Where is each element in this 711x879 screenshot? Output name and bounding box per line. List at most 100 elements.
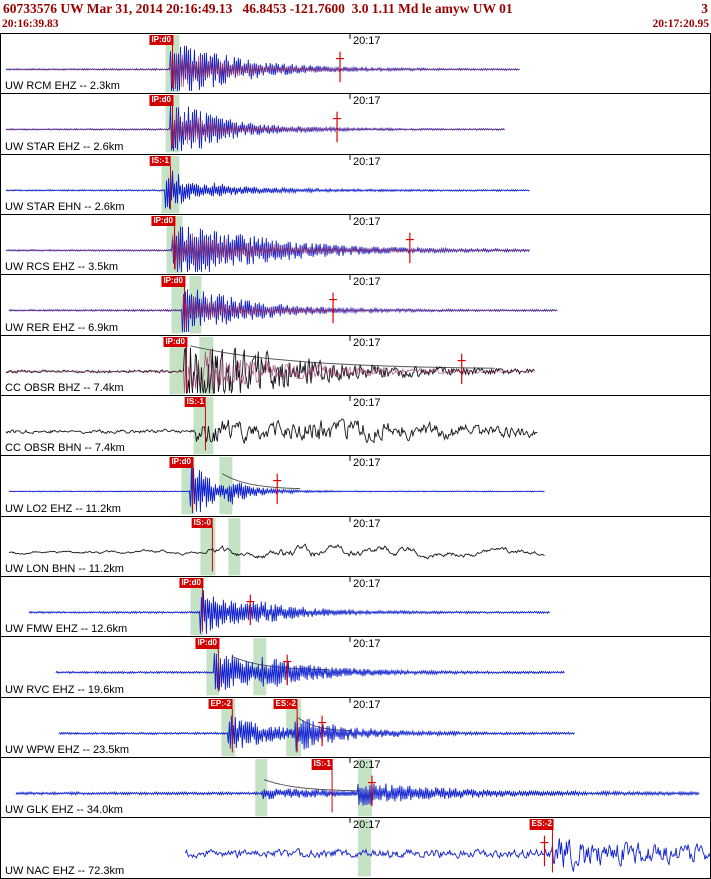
trace-panel-uw-rcs-ehz: 20:17 IP:d0 UW RCS EHZ -- 3.5km (0, 215, 711, 276)
pick-uncertainty-band (206, 638, 220, 696)
waveform-canvas[interactable] (1, 335, 710, 395)
waveform-canvas[interactable] (1, 34, 710, 93)
waveform-overlay-path (5, 49, 520, 89)
coda-decay-curve (297, 717, 353, 732)
time-tick-label: 20:17 (353, 698, 381, 711)
event-title-row: 60733576 UW Mar 31, 2014 20:16:49.13 46.… (3, 1, 708, 17)
waveform-path (5, 170, 530, 209)
time-tick-label: 20:17 (353, 517, 381, 530)
pick-uncertainty-band (253, 638, 267, 696)
waveform-canvas[interactable] (1, 396, 710, 455)
time-tick-label: 20:17 (353, 638, 381, 651)
event-title-trailing: 3 (701, 1, 708, 16)
pick-flag[interactable]: IP:d0 (169, 457, 193, 468)
station-label: UW RCM EHZ -- 2.3km (5, 80, 120, 93)
pick-flag[interactable]: EP:-2 (208, 698, 233, 710)
trace-panel-uw-rer-ehz: 20:17 IP:d0 UW RER EHZ -- 6.9km (0, 275, 711, 336)
time-tick-label: 20:17 (353, 759, 381, 772)
coda-decay-curve (264, 779, 360, 792)
time-tick-label: 20:17 (353, 276, 381, 289)
pick-flag[interactable]: IP:d0 (151, 216, 175, 227)
pick-uncertainty-band (169, 336, 186, 395)
waveform-overlay-path (5, 110, 505, 148)
pick-flag[interactable]: IP:d0 (161, 276, 185, 287)
pick-uncertainty-band (357, 819, 371, 877)
pick-flag[interactable]: ES:-2 (529, 819, 554, 830)
station-label: UW STAR EHN -- 2.6km (5, 201, 125, 214)
trace-panel-cc-obsr-bhn: 20:17 IS:-1 CC OBSR BHN -- 7.4km (0, 396, 711, 457)
station-label: UW FMW EHZ -- 12.6km (5, 623, 128, 636)
event-title: 60733576 UW Mar 31, 2014 20:16:49.13 46.… (3, 1, 513, 16)
waveform-path (55, 653, 565, 691)
pick-flag[interactable]: IP:d0 (149, 95, 173, 106)
waveform-canvas[interactable] (1, 94, 710, 153)
pick-flag[interactable]: IS:-1 (149, 155, 171, 167)
pick-flag[interactable]: IP:d0 (163, 336, 187, 348)
waveform-path (185, 838, 710, 873)
time-tick-label: 20:17 (353, 457, 381, 470)
trace-panel-cc-obsr-bhz: 20:17 IP:d0 CC OBSR BHZ -- 7.4km (0, 335, 711, 397)
trace-panel-uw-lo2-ehz: 20:17 IP:d0 UW LO2 EHZ -- 11.2km (0, 456, 711, 517)
trace-panel-uw-wpw-ehz: 20:17 EP:-2 ES:-2 UW WPW EHZ -- 23.5km (0, 697, 711, 759)
waveform-path (15, 783, 700, 806)
pick-uncertainty-band (228, 517, 241, 576)
waveform-overlay-path (5, 348, 535, 393)
waveform-canvas[interactable] (1, 275, 710, 334)
station-label: UW RCS EHZ -- 3.5km (5, 261, 119, 274)
waveform-path (5, 418, 538, 444)
pick-uncertainty-band (219, 457, 233, 515)
time-window-row: 20:16:39.83 20:17:20.95 (2, 18, 709, 30)
trace-panel-uw-rcm-ehz: 20:17 IP:d0 UW RCM EHZ -- 2.3km (0, 34, 711, 95)
waveform-overlay-path (8, 294, 558, 323)
trace-panel-uw-lon-bhn: 20:17 IS:-0 UW LON BHN -- 11.2km (0, 516, 711, 578)
waveform-canvas[interactable] (1, 758, 710, 817)
waveform-canvas[interactable] (1, 577, 710, 636)
waveform-canvas[interactable] (1, 215, 710, 274)
waveform-canvas[interactable] (1, 456, 710, 515)
station-label: CC OBSR BHN -- 7.4km (5, 442, 125, 455)
pick-flag[interactable]: IP:d0 (179, 578, 203, 589)
coda-decay-curve (190, 345, 495, 369)
station-label: UW LO2 EHZ -- 11.2km (5, 502, 121, 515)
station-label: CC OBSR BHZ -- 7.4km (5, 382, 124, 395)
window-start-time: 20:16:39.83 (2, 18, 59, 30)
station-label: UW NAC EHZ -- 72.3km (5, 864, 125, 877)
station-label: UW STAR EHZ -- 2.6km (5, 140, 124, 153)
time-tick-label: 20:17 (353, 35, 381, 47)
trace-panels: 20:17 IP:d0 UW RCM EHZ -- 2.3km 20:17 IP:d0 U… (0, 33, 711, 879)
pick-flag[interactable]: IS:-1 (311, 759, 333, 770)
pick-uncertainty-band (255, 759, 268, 817)
waveform-path (8, 543, 545, 560)
pick-flag[interactable]: ES:-2 (273, 698, 298, 710)
pick-uncertainty-band (193, 397, 214, 455)
time-tick-label: 20:17 (353, 578, 381, 591)
waveform-path (5, 347, 535, 395)
pick-flag[interactable]: IP:d0 (195, 638, 219, 649)
time-tick-label: 20:17 (353, 336, 381, 349)
time-tick-label: 20:17 (353, 95, 381, 108)
station-label: UW LON BHN -- 11.2km (5, 563, 124, 576)
waveform-canvas[interactable] (1, 697, 710, 757)
pick-flag[interactable]: IP:d0 (149, 35, 173, 46)
waveform-canvas[interactable] (1, 637, 710, 696)
waveform-overlay-path (5, 230, 530, 270)
event-header: 60733576 UW Mar 31, 2014 20:16:49.13 46.… (0, 0, 711, 33)
waveform-canvas[interactable] (1, 818, 710, 877)
time-tick-label: 20:17 (353, 397, 381, 410)
waveform-canvas[interactable] (1, 516, 710, 576)
pick-flag[interactable]: IS:-1 (184, 397, 206, 408)
trace-panel-uw-star-ehn: 20:17 IS:-1 UW STAR EHN -- 2.6km (0, 154, 711, 216)
trace-panel-uw-star-ehz: 20:17 IP:d0 UW STAR EHZ -- 2.6km (0, 94, 711, 155)
station-label: UW WPW EHZ -- 23.5km (5, 744, 130, 757)
time-tick-label: 20:17 (353, 155, 381, 168)
pick-flag[interactable]: IS:-0 (191, 517, 213, 529)
station-label: UW RVC EHZ -- 19.6km (5, 683, 124, 696)
time-tick-label: 20:17 (353, 216, 381, 229)
trace-panel-uw-rvc-ehz: 20:17 IP:d0 UW RVC EHZ -- 19.6km (0, 637, 711, 698)
waveform-path (58, 715, 575, 752)
trace-panel-uw-fmw-ehz: 20:17 IP:d0 UW FMW EHZ -- 12.6km (0, 577, 711, 638)
station-label: UW GLK EHZ -- 34.0km (5, 804, 123, 817)
trace-panel-uw-glk-ehz: 20:17 IS:-1 UW GLK EHZ -- 34.0km (0, 758, 711, 819)
station-label: UW RER EHZ -- 6.9km (5, 321, 119, 334)
waveform-canvas[interactable] (1, 154, 710, 214)
